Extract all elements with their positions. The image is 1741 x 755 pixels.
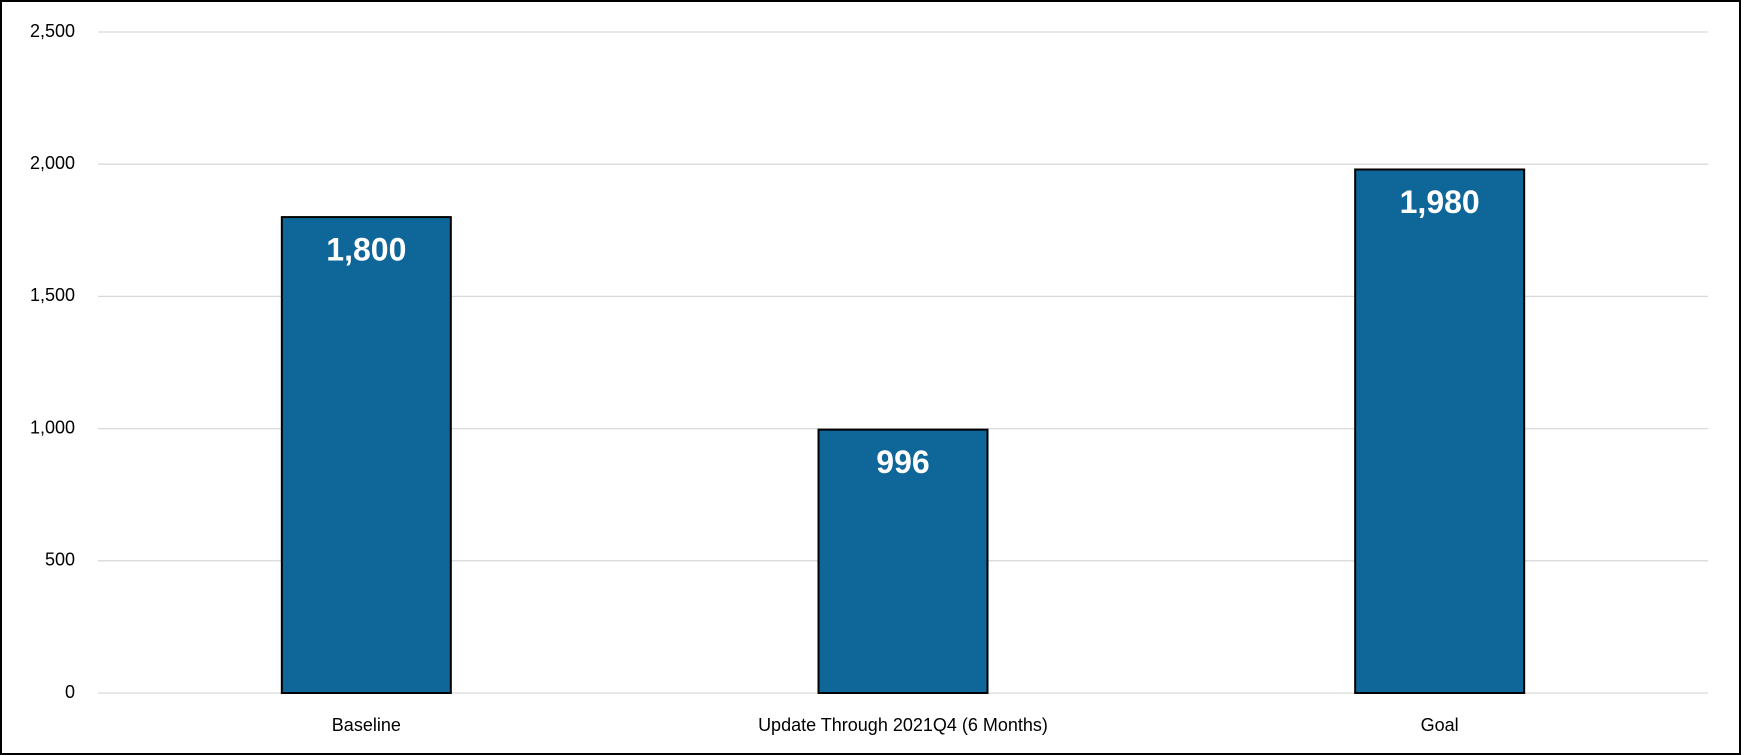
y-tick-label: 2,500 (30, 21, 75, 41)
y-tick-label: 0 (65, 682, 75, 702)
bar (280, 216, 452, 695)
y-tick-label: 2,000 (30, 153, 75, 173)
y-tick-label: 1,000 (30, 417, 75, 437)
bar (817, 428, 989, 694)
bar (1354, 168, 1526, 695)
data-label: 1,800 (326, 232, 406, 268)
y-tick-label: 1,500 (30, 285, 75, 305)
data-label: 996 (876, 444, 929, 480)
x-tick-label: Goal (1421, 715, 1459, 735)
x-tick-label: Baseline (332, 715, 401, 735)
x-tick-label: Update Through 2021Q4 (6 Months) (758, 715, 1048, 735)
y-tick-label: 500 (45, 550, 75, 570)
data-label: 1,980 (1400, 184, 1480, 220)
